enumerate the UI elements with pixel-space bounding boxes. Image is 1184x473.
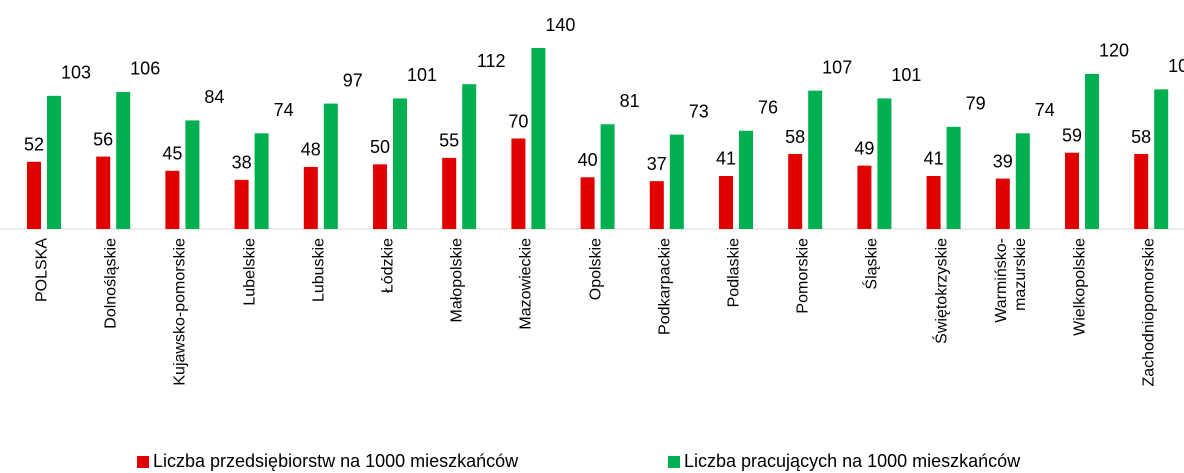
bar bbox=[1134, 154, 1149, 229]
bar bbox=[373, 164, 387, 229]
value-label: 41 bbox=[924, 149, 944, 169]
bar bbox=[580, 177, 595, 229]
value-label: 74 bbox=[1035, 100, 1055, 120]
value-label: 48 bbox=[301, 140, 321, 160]
value-label: 106 bbox=[130, 59, 160, 79]
value-label: 97 bbox=[343, 70, 363, 90]
bar bbox=[303, 166, 318, 229]
bar bbox=[1065, 152, 1079, 229]
value-label: 58 bbox=[1131, 127, 1151, 147]
bar bbox=[185, 120, 200, 229]
x-tick-label: Małopolskie bbox=[448, 238, 466, 323]
x-tick-label: Dolnośląskie bbox=[102, 238, 120, 329]
value-label: 50 bbox=[370, 137, 390, 157]
x-tick-label: Opolskie bbox=[587, 238, 605, 301]
bar bbox=[1015, 133, 1030, 229]
value-label: 56 bbox=[93, 129, 113, 149]
value-label: 140 bbox=[545, 15, 575, 35]
x-tick-label: Wielkopolskie bbox=[1071, 238, 1089, 336]
bar bbox=[739, 130, 753, 229]
value-label: 59 bbox=[1062, 125, 1082, 145]
legend-label: Liczba pracujących na 1000 mieszkańców bbox=[684, 451, 1021, 471]
bar bbox=[788, 154, 803, 229]
value-label: 38 bbox=[232, 153, 252, 173]
legend-swatch bbox=[137, 456, 149, 468]
x-tick-label: Lubelskie bbox=[241, 238, 259, 306]
x-tick-label: Pomorskie bbox=[794, 238, 812, 314]
legend-swatch bbox=[668, 456, 680, 468]
bar bbox=[1085, 73, 1099, 229]
value-label: 37 bbox=[647, 154, 667, 174]
value-label: 101 bbox=[407, 65, 437, 85]
bar bbox=[531, 48, 546, 229]
value-label: 120 bbox=[1099, 41, 1129, 61]
bar bbox=[926, 175, 941, 229]
value-label: 84 bbox=[204, 87, 224, 107]
value-label: 101 bbox=[891, 65, 921, 85]
value-label: 74 bbox=[274, 100, 294, 120]
value-label: 49 bbox=[854, 138, 874, 158]
bar bbox=[462, 84, 477, 229]
value-label: 112 bbox=[477, 51, 506, 71]
bar bbox=[393, 98, 407, 230]
value-label: 103 bbox=[61, 63, 91, 83]
bar bbox=[27, 161, 41, 229]
bar bbox=[669, 134, 684, 229]
bar bbox=[511, 138, 526, 229]
x-tick-label: POLSKA bbox=[33, 238, 51, 303]
bar bbox=[857, 165, 872, 229]
legend-item: Liczba pracujących na 1000 mieszkańców bbox=[668, 451, 1020, 472]
x-tick-label: Lubuskie bbox=[310, 238, 328, 303]
value-label: 108 bbox=[1168, 56, 1184, 76]
bar bbox=[254, 133, 269, 229]
bar bbox=[877, 98, 892, 230]
x-tick-label: Podlaskie bbox=[725, 238, 743, 308]
x-tick-label: Śląskie bbox=[863, 238, 881, 290]
x-tick-label: Kujawsko-pomorskie bbox=[171, 238, 189, 386]
value-label: 40 bbox=[578, 150, 598, 170]
bar bbox=[116, 91, 131, 229]
value-label: 70 bbox=[508, 111, 528, 131]
value-label: 52 bbox=[24, 135, 44, 155]
x-tick-label: Warmińsko- mazurskie bbox=[992, 238, 1029, 323]
legend-item: Liczba przedsiębiorstw na 1000 mieszkańc… bbox=[137, 451, 518, 472]
x-tick-label: Świętokrzyskie bbox=[933, 238, 951, 344]
bar bbox=[808, 90, 823, 230]
bar bbox=[165, 170, 180, 229]
bar bbox=[96, 156, 111, 229]
x-tick-label: Łódzkie bbox=[379, 238, 397, 294]
bar bbox=[1154, 89, 1169, 229]
value-label: 76 bbox=[758, 97, 778, 117]
bar bbox=[649, 181, 664, 229]
bar bbox=[323, 103, 338, 229]
legend-label: Liczba przedsiębiorstw na 1000 mieszkańc… bbox=[153, 451, 519, 471]
x-tick-label: Mazowieckie bbox=[517, 238, 535, 330]
value-label: 58 bbox=[785, 127, 805, 147]
value-label: 73 bbox=[689, 101, 709, 121]
value-label: 45 bbox=[162, 144, 182, 164]
bar bbox=[47, 95, 61, 229]
bar bbox=[719, 175, 733, 229]
value-label: 55 bbox=[439, 131, 459, 151]
value-label: 39 bbox=[993, 151, 1013, 171]
bar bbox=[234, 179, 249, 229]
x-tick-label: Podkarpackie bbox=[656, 238, 674, 335]
value-label: 79 bbox=[966, 94, 986, 114]
bar bbox=[442, 157, 457, 229]
bar bbox=[995, 178, 1010, 229]
value-label: 107 bbox=[822, 57, 852, 77]
value-label: 81 bbox=[620, 91, 640, 111]
bar bbox=[600, 124, 615, 229]
bar bbox=[946, 126, 961, 229]
x-tick-label: Zachodniopomorskie bbox=[1140, 238, 1158, 387]
value-label: 41 bbox=[716, 149, 736, 169]
